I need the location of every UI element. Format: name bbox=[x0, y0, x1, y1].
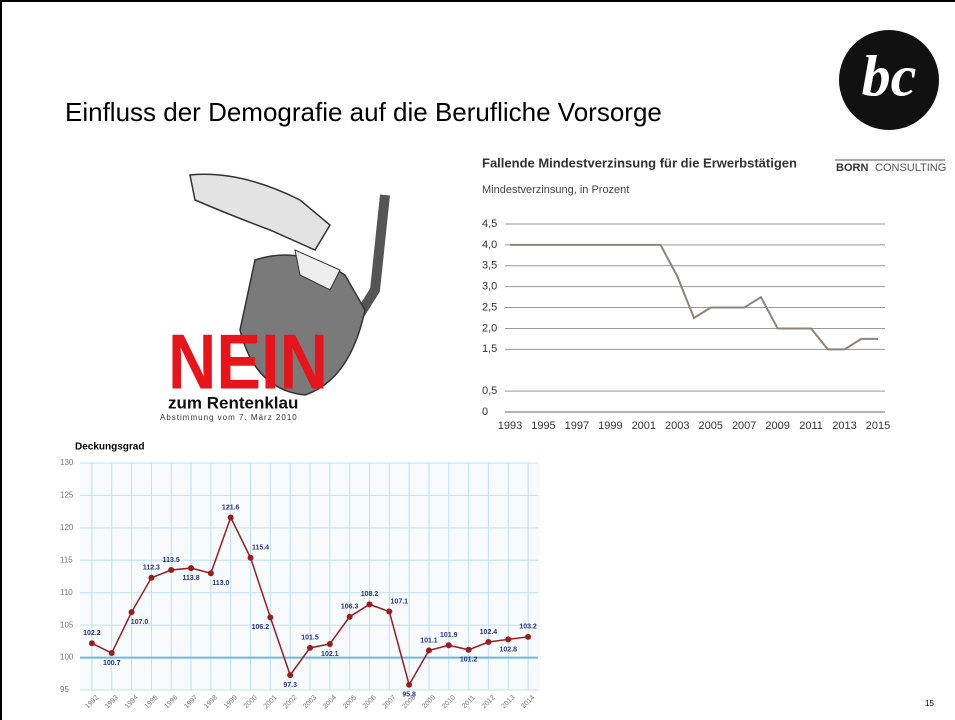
data-label: 101.1 bbox=[420, 637, 438, 644]
data-point bbox=[188, 565, 195, 572]
data-label: 113.5 bbox=[163, 557, 180, 564]
data-point bbox=[346, 613, 353, 620]
data-point bbox=[267, 614, 274, 621]
y-tick-label: 105 bbox=[60, 620, 74, 629]
x-tick-label: 2009 bbox=[765, 420, 789, 432]
data-label: 100.7 bbox=[103, 660, 121, 667]
data-label: 103.2 bbox=[519, 624, 537, 631]
wallet bbox=[294, 249, 341, 291]
data-point bbox=[168, 567, 175, 574]
x-tick-label: 1993 bbox=[498, 420, 522, 432]
data-label: 102.1 bbox=[321, 651, 339, 658]
y-tick-label: 4,0 bbox=[482, 239, 497, 251]
x-tick-label: 2001 bbox=[632, 420, 656, 432]
y-tick-label: 100 bbox=[60, 653, 74, 662]
y-tick-label: 1,5 bbox=[482, 343, 497, 355]
y-tick-label: 4,5 bbox=[482, 218, 497, 230]
data-label: 97.3 bbox=[283, 682, 297, 689]
data-label: 101.9 bbox=[440, 632, 458, 639]
data-point bbox=[207, 570, 214, 577]
chart-title: Fallende Mindestverzinsung für die Erwer… bbox=[482, 155, 797, 170]
y-tick-label: 2,5 bbox=[482, 301, 497, 313]
y-tick-label: 120 bbox=[60, 523, 74, 532]
data-point bbox=[128, 609, 135, 616]
data-label: 112.3 bbox=[143, 565, 160, 572]
data-label: 102.4 bbox=[480, 629, 498, 636]
x-tick-label: 1995 bbox=[531, 420, 555, 432]
logo-mark: bc bbox=[862, 43, 917, 108]
data-label: 108.2 bbox=[361, 591, 379, 598]
data-point bbox=[247, 554, 254, 561]
y-tick-label: 3,5 bbox=[482, 260, 497, 272]
data-label: 121.6 bbox=[222, 504, 240, 511]
data-label: 106.3 bbox=[341, 604, 359, 611]
data-point bbox=[108, 650, 115, 657]
logo-circle bbox=[839, 30, 939, 130]
y-tick-label: 125 bbox=[60, 491, 74, 500]
y-tick-label: 110 bbox=[60, 588, 73, 597]
x-tick-label: 2005 bbox=[698, 420, 722, 432]
page-number: 15 bbox=[925, 699, 934, 708]
hand bbox=[189, 173, 331, 251]
slide-title: Einfluss der Demografie auf die Beruflic… bbox=[65, 97, 662, 127]
data-label: 113.0 bbox=[212, 580, 229, 587]
x-tick-label: 2003 bbox=[665, 420, 689, 432]
data-point bbox=[287, 672, 294, 679]
data-point bbox=[465, 646, 472, 653]
data-point bbox=[326, 640, 333, 647]
x-tick-label: 2015 bbox=[866, 420, 890, 432]
y-tick-label: 3,0 bbox=[482, 281, 497, 293]
logo: bc BORN CONSULTING bbox=[835, 30, 946, 174]
y-tick-label: 130 bbox=[60, 458, 74, 467]
data-point bbox=[227, 514, 234, 521]
data-line bbox=[510, 243, 878, 351]
data-point bbox=[148, 574, 155, 581]
data-point bbox=[425, 647, 432, 654]
data-label: 106.2 bbox=[252, 624, 270, 631]
poster-headline: NEIN bbox=[168, 318, 328, 406]
x-tick-label: 1997 bbox=[565, 420, 589, 432]
x-tick-label: 2011 bbox=[799, 420, 823, 432]
data-label: 115.4 bbox=[252, 545, 269, 552]
data-point bbox=[307, 644, 313, 651]
chart-subtitle: Mindestverzinsung, in Prozent bbox=[482, 184, 629, 196]
x-tick-label: 2013 bbox=[832, 420, 856, 432]
data-label: 102.2 bbox=[83, 630, 101, 637]
y-tick-label: 0 bbox=[482, 406, 488, 418]
data-point bbox=[386, 608, 393, 615]
logo-name: CONSULTING bbox=[875, 162, 946, 174]
data-point bbox=[406, 681, 413, 688]
y-tick-label: 95 bbox=[60, 685, 69, 694]
poster-note: Abstimmung vom 7. März 2010 bbox=[160, 413, 298, 422]
x-tick-label: 1999 bbox=[598, 420, 622, 432]
y-tick-label: 2,0 bbox=[482, 322, 497, 334]
y-tick-label: 115 bbox=[60, 555, 73, 564]
x-tick-label: 2007 bbox=[732, 420, 756, 432]
data-label: 107.0 bbox=[131, 619, 149, 626]
data-point bbox=[505, 636, 512, 643]
data-label: 107.1 bbox=[391, 598, 409, 605]
data-point bbox=[366, 601, 373, 608]
logo-name-bold: BORN bbox=[836, 162, 868, 174]
data-label: 101.2 bbox=[460, 657, 478, 664]
data-label: 113.8 bbox=[182, 575, 199, 582]
data-point bbox=[88, 640, 95, 647]
poster-slogan: zum Rentenklau bbox=[168, 393, 298, 412]
data-point bbox=[525, 633, 532, 640]
poster: NEIN zum Rentenklau Abstimmung vom 7. Mä… bbox=[160, 173, 390, 422]
y-tick-label: 0,5 bbox=[482, 385, 497, 397]
data-label: 102.8 bbox=[499, 646, 517, 653]
data-point bbox=[485, 639, 492, 646]
chart-title: Deckungsgrad bbox=[75, 442, 144, 453]
data-label: 95.8 bbox=[402, 692, 416, 699]
data-point bbox=[445, 642, 452, 649]
data-label: 101.5 bbox=[301, 635, 319, 642]
